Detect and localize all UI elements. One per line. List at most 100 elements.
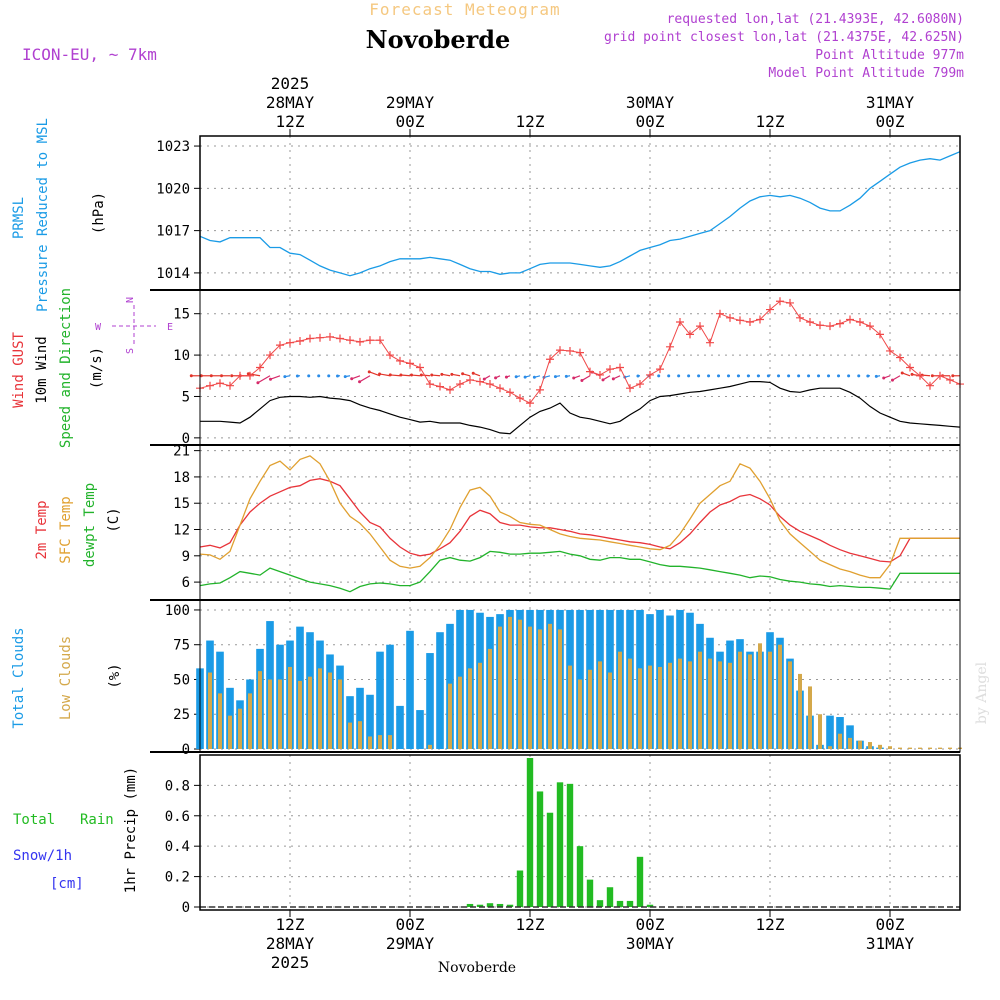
wind-arrow-head <box>482 377 486 381</box>
wind-arrow-head <box>580 378 584 382</box>
gust-marker <box>546 355 554 364</box>
total-cloud-bar <box>436 632 444 749</box>
rain-bar <box>646 904 654 907</box>
low-cloud-bar <box>338 679 342 749</box>
gust-marker <box>736 316 744 325</box>
wind-arrow-head <box>667 374 671 378</box>
wind-arrow-head <box>746 374 750 378</box>
low-cloud-bar <box>888 746 892 749</box>
rain-bar <box>506 904 514 907</box>
wind-arrow-head <box>717 374 721 378</box>
panel-frame <box>199 754 961 911</box>
y-tick-label: 15 <box>173 496 190 512</box>
cloud-label-3: (%) <box>107 663 123 688</box>
wind-arrow-head <box>317 374 321 378</box>
wind-arrow-head <box>572 376 576 380</box>
wind-arrow <box>581 375 591 381</box>
low-cloud-bar <box>828 746 832 749</box>
gust-marker <box>786 298 794 307</box>
point-altitude: Point Altitude 977m <box>815 48 964 63</box>
precip-total-label: Total <box>13 812 55 828</box>
low-cloud-bar <box>488 648 492 749</box>
gust-marker <box>946 375 954 384</box>
low-cloud-bar <box>378 735 382 749</box>
wind-arrow-head <box>777 374 781 378</box>
time-label-bottom: 00Z <box>396 915 425 934</box>
gust-marker <box>356 337 364 346</box>
rain-bar <box>486 903 494 907</box>
wind-arrow-head <box>450 372 454 376</box>
low-cloud-bar <box>598 661 602 749</box>
wind-arrow-head <box>199 374 203 378</box>
wind-arrow-head <box>951 374 955 378</box>
gust-marker <box>556 346 564 355</box>
model-altitude: Model Point Altitude 799m <box>768 66 964 81</box>
time-label-top: 2025 <box>271 74 310 93</box>
y-tick-label: 0.8 <box>165 778 190 794</box>
y-tick-label: 0.6 <box>165 809 190 825</box>
pressure-line <box>199 151 961 277</box>
wind-arrow-head <box>471 371 475 375</box>
gust-marker <box>296 337 304 346</box>
wind-arrow-head <box>910 372 914 376</box>
wind-arrow-head <box>430 373 434 377</box>
low-cloud-bar <box>348 722 352 749</box>
low-cloud-bar <box>588 669 592 749</box>
temp-labels: 2m Temp SFC Temp dewpt Temp (C) <box>34 483 122 567</box>
y-tick-label: 21 <box>173 444 190 460</box>
rain-bar <box>546 812 554 907</box>
time-label-bottom: 00Z <box>876 915 905 934</box>
wind-arrow-head <box>440 372 444 376</box>
wind-arrow-head <box>268 377 272 381</box>
gust-marker <box>326 332 334 341</box>
precip-cm-label: [cm] <box>50 876 84 892</box>
time-label-bottom: 31MAY <box>866 934 915 953</box>
wind-arrow <box>400 374 411 377</box>
gust-marker <box>606 365 614 374</box>
gust-marker <box>926 381 934 390</box>
model-label: ICON-EU, ~ 7km <box>22 45 157 64</box>
total-cloud-bar <box>396 705 404 749</box>
low-cloud-bar <box>308 676 312 749</box>
low-cloud-bar <box>638 668 642 749</box>
time-label-bottom: 29MAY <box>386 934 435 953</box>
low-cloud-bar <box>568 665 572 749</box>
panel-wind: 0 5 10 15 <box>173 289 964 447</box>
precip-snow-label: Snow/1h <box>13 848 72 864</box>
low-cloud-bar <box>748 654 752 749</box>
low-cloud-bar <box>948 747 952 749</box>
wind-arrow-head <box>553 375 557 379</box>
wind-arrow-head <box>220 374 224 378</box>
low-cloud-bar <box>228 715 232 749</box>
gust-marker <box>236 371 244 380</box>
low-cloud-bar <box>538 629 542 749</box>
time-label-top: 28MAY <box>266 93 315 112</box>
compass-n: N <box>125 297 136 303</box>
temp-label-3: dewpt Temp <box>82 483 98 567</box>
low-cloud-bar <box>728 662 732 749</box>
low-cloud-bar <box>918 747 922 749</box>
low-cloud-bar <box>578 679 582 749</box>
wind-label-3: Speed and Direction <box>58 288 74 448</box>
time-label-bottom: 12Z <box>276 915 305 934</box>
low-cloud-bar <box>908 747 912 749</box>
low-cloud-bar <box>848 737 852 749</box>
wind-arrow <box>379 373 391 377</box>
low-cloud-bar <box>458 676 462 749</box>
low-cloud-bar <box>798 673 802 749</box>
time-label-top: 00Z <box>876 112 905 131</box>
y-tick-label: 100 <box>165 603 190 619</box>
low-cloud-bar <box>808 686 812 749</box>
precip-rain-label: Rain <box>80 812 114 828</box>
rain-bar <box>606 887 614 907</box>
gust-marker <box>306 334 314 343</box>
wind-arrow-head <box>866 374 870 378</box>
gust-marker <box>406 359 414 368</box>
y-tick-label: 25 <box>173 707 190 723</box>
gust-marker <box>216 379 224 388</box>
wind-arrow-head <box>295 374 299 378</box>
rain-bar <box>576 846 584 907</box>
wind-arrow <box>270 375 281 380</box>
